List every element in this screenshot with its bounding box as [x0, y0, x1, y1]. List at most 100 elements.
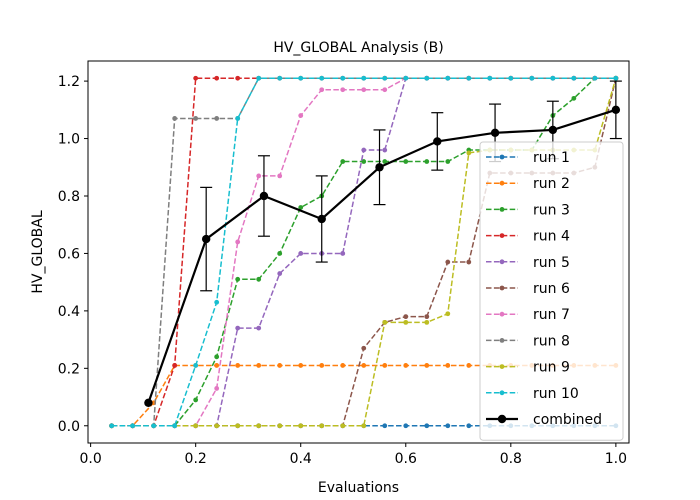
legend-label: run 9: [533, 360, 570, 376]
data-point: [298, 423, 304, 429]
data-point: [277, 173, 283, 179]
data-point: [529, 75, 535, 81]
legend-entry: run 2: [486, 176, 570, 192]
legend-marker: [499, 311, 505, 317]
data-point: [172, 423, 178, 429]
legend-label: run 5: [533, 255, 570, 271]
legend-marker: [499, 207, 505, 212]
data-point: [214, 75, 220, 81]
data-point: [193, 116, 199, 121]
data-point: [487, 75, 493, 81]
data-point: [403, 75, 409, 81]
data-point: [361, 363, 367, 368]
series-run-10: [109, 75, 619, 429]
legend-label: run 3: [533, 202, 570, 218]
data-point: [361, 423, 367, 429]
data-point: [424, 423, 430, 429]
legend-label: run 7: [533, 307, 570, 323]
data-point: [361, 75, 367, 81]
legend-entry: run 5: [486, 255, 570, 271]
data-point: [403, 423, 409, 429]
data-point: [466, 75, 472, 81]
x-tick-label: 0.2: [185, 451, 207, 467]
legend-box: [479, 141, 624, 441]
data-point: [340, 363, 346, 368]
data-point: [382, 75, 388, 81]
data-point: [403, 314, 409, 320]
x-axis-label: Evaluations: [318, 480, 399, 496]
legend-marker: [497, 414, 507, 424]
data-point: [424, 319, 430, 325]
legend-entry: run 9: [486, 360, 570, 376]
data-point: [548, 125, 558, 135]
data-point: [277, 251, 283, 256]
data-point: [277, 75, 283, 81]
data-point: [319, 363, 325, 368]
data-point: [317, 214, 326, 224]
data-point: [382, 319, 388, 325]
data-point: [340, 75, 346, 81]
x-tick-label: 0.8: [500, 451, 522, 467]
legend-marker: [499, 338, 505, 343]
data-point: [403, 363, 409, 368]
data-point: [277, 271, 283, 276]
legend-label: run 8: [533, 333, 570, 349]
data-point: [382, 159, 388, 164]
legend: run 1 run 2 run 3 run 4 run 5 run 6 run 7 run 8…: [479, 141, 624, 441]
legend-marker: [499, 154, 505, 160]
data-point: [235, 363, 241, 368]
legend-label: run 10: [533, 386, 579, 402]
data-point: [361, 159, 367, 164]
data-point: [193, 363, 199, 368]
data-point: [490, 128, 500, 137]
data-point: [445, 423, 451, 429]
data-point: [424, 314, 430, 320]
data-point: [361, 147, 367, 153]
data-point: [235, 75, 241, 81]
y-tick-label: 0.8: [58, 189, 80, 205]
data-point: [340, 423, 346, 429]
legend-label: run 1: [533, 150, 570, 166]
data-point: [382, 363, 388, 368]
data-point: [256, 325, 262, 331]
data-point: [256, 173, 262, 179]
data-point: [172, 116, 178, 121]
y-tick-label: 0.6: [58, 246, 80, 262]
data-point: [298, 363, 304, 368]
x-tick-label: 0.6: [395, 451, 417, 467]
data-point: [214, 423, 220, 429]
data-point: [319, 75, 325, 81]
x-tick-label: 1.0: [605, 451, 627, 467]
data-point: [298, 113, 304, 118]
data-point: [466, 259, 472, 265]
data-point: [611, 105, 621, 115]
data-point: [319, 423, 325, 429]
legend-entry: run 6: [486, 281, 570, 297]
legend-label: run 6: [533, 281, 570, 297]
data-point: [235, 276, 241, 282]
data-point: [571, 95, 577, 101]
data-point: [445, 363, 451, 368]
data-point: [298, 205, 304, 210]
x-tick-label: 0.0: [79, 451, 101, 467]
data-point: [193, 75, 199, 81]
data-point: [214, 386, 220, 391]
y-tick-label: 1.0: [58, 132, 80, 148]
x-tick-label: 0.4: [290, 451, 312, 467]
legend-label: run 2: [533, 176, 570, 192]
data-point: [214, 354, 220, 360]
data-point: [375, 163, 384, 172]
data-point: [466, 423, 472, 429]
data-point: [235, 239, 241, 245]
data-point: [340, 87, 346, 93]
data-point: [382, 423, 388, 429]
y-axis-label: HV_GLOBAL: [30, 210, 46, 293]
data-point: [361, 345, 367, 351]
data-point: [445, 159, 451, 164]
data-point: [433, 137, 442, 146]
data-point: [193, 423, 199, 429]
legend-marker: [499, 390, 505, 396]
legend-entry: run 4: [486, 229, 570, 245]
legend-entry: combined: [486, 412, 602, 428]
